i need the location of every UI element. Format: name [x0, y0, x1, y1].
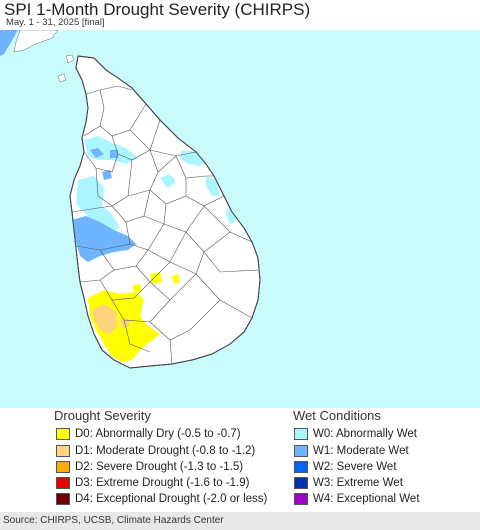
district-boundaries [71, 85, 259, 365]
mannar-islet [65, 54, 75, 64]
d1-label: D1: Moderate Drought (-0.8 to -1.2) [75, 445, 256, 457]
d0-label: D0: Abnormally Dry (-0.5 to -0.7) [75, 428, 241, 440]
w4-swatch [294, 493, 308, 505]
w2-swatch [294, 461, 308, 473]
w3-swatch [294, 477, 308, 489]
d3-swatch [56, 477, 70, 489]
d3-label: D3: Extreme Drought (-1.6 to -1.9) [75, 477, 250, 489]
source-text: Source: CHIRPS, UCSB, Climate Hazards Ce… [3, 515, 224, 526]
d0-swatch [56, 428, 70, 440]
w0-swatch [294, 428, 308, 440]
sri-lanka-map [0, 29, 261, 369]
w4-label: W4: Exceptional Wet [313, 493, 420, 505]
w1-swatch [294, 445, 308, 457]
d2-label: D2: Severe Drought (-1.3 to -1.5) [75, 461, 244, 473]
d4-label: D4: Exceptional Drought (-2.0 or less) [75, 493, 268, 505]
india-landmass [0, 30, 18, 56]
wet-legend-heading: Wet Conditions [293, 408, 381, 423]
w3-label: W3: Extreme Wet [313, 477, 403, 489]
india-landmass-blank [13, 29, 59, 53]
w2-label: W2: Severe Wet [313, 461, 397, 473]
w0-label: W0: Abnormally Wet [313, 428, 417, 440]
d2-swatch [56, 461, 70, 473]
legend: Drought Severity Wet Conditions D0: Abno… [0, 408, 480, 512]
d1-swatch [56, 445, 70, 457]
w1-label: W1: Moderate Wet [313, 445, 409, 457]
map-subtitle: May. 1 - 31, 2025 [final] [6, 17, 105, 28]
sri-lanka-coastline [69, 55, 261, 369]
d4-swatch [56, 493, 70, 505]
drought-legend-heading: Drought Severity [54, 408, 151, 423]
source-footer: Source: CHIRPS, UCSB, Climate Hazards Ce… [0, 512, 480, 530]
northern-islet [57, 73, 67, 83]
map-title: SPI 1-Month Drought Severity (CHIRPS) [4, 0, 311, 19]
wet-w1-areas [72, 148, 136, 262]
map-area [0, 29, 480, 408]
